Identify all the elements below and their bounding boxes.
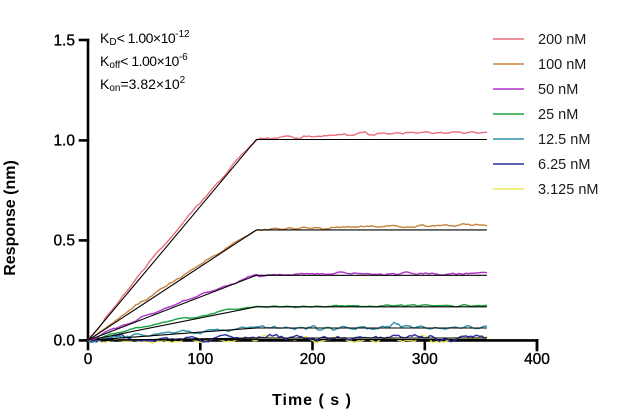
svg-text:1.5: 1.5 bbox=[53, 33, 75, 50]
svg-text:1.0: 1.0 bbox=[53, 133, 75, 150]
svg-text:0.5: 0.5 bbox=[53, 233, 75, 250]
svg-text:100: 100 bbox=[187, 351, 213, 368]
svg-text:100 nM: 100 nM bbox=[538, 57, 586, 73]
svg-text:Response (nm): Response (nm) bbox=[2, 160, 19, 276]
svg-text:12.5 nM: 12.5 nM bbox=[538, 132, 590, 148]
svg-text:0: 0 bbox=[84, 351, 93, 368]
svg-text:25 nM: 25 nM bbox=[538, 107, 578, 123]
svg-text:300: 300 bbox=[412, 351, 438, 368]
svg-text:200 nM: 200 nM bbox=[538, 32, 586, 48]
svg-text:0.0: 0.0 bbox=[53, 333, 75, 350]
svg-text:6.25 nM: 6.25 nM bbox=[538, 157, 590, 173]
svg-text:200: 200 bbox=[300, 351, 326, 368]
svg-text:3.125 nM: 3.125 nM bbox=[538, 182, 598, 198]
svg-text:50 nM: 50 nM bbox=[538, 82, 578, 98]
svg-text:400: 400 bbox=[524, 351, 550, 368]
svg-text:Time ( s ): Time ( s ) bbox=[272, 392, 352, 409]
